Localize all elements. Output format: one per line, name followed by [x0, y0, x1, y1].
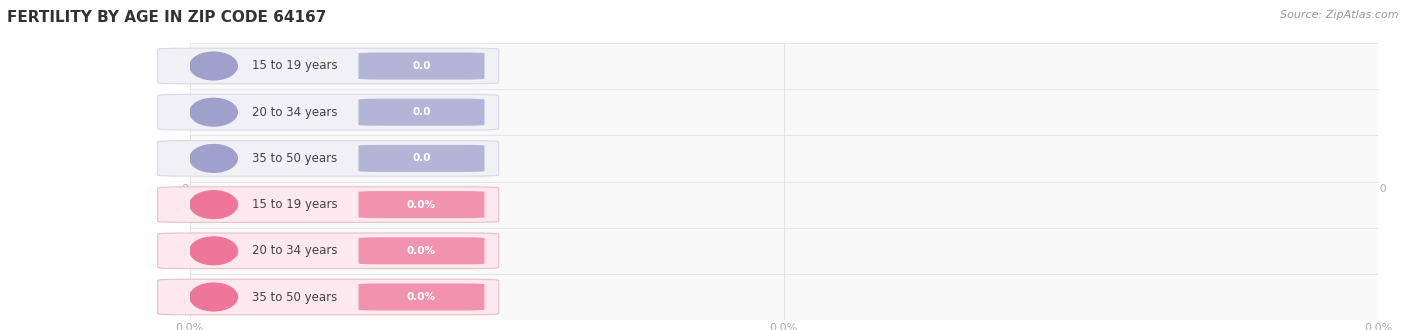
Text: Source: ZipAtlas.com: Source: ZipAtlas.com: [1281, 10, 1399, 20]
FancyBboxPatch shape: [359, 52, 485, 80]
Text: 0.0%: 0.0%: [406, 200, 436, 210]
FancyBboxPatch shape: [157, 48, 499, 84]
Text: 15 to 19 years: 15 to 19 years: [252, 198, 337, 211]
Bar: [190, 43, 1378, 89]
FancyBboxPatch shape: [157, 233, 499, 269]
Text: 0.0: 0.0: [412, 61, 430, 71]
FancyBboxPatch shape: [359, 99, 485, 126]
Ellipse shape: [190, 283, 238, 311]
Text: 0.0: 0.0: [412, 107, 430, 117]
FancyBboxPatch shape: [157, 94, 499, 130]
FancyBboxPatch shape: [359, 145, 485, 172]
Text: 0.0: 0.0: [412, 153, 430, 163]
Ellipse shape: [190, 98, 238, 126]
Bar: [190, 182, 1378, 228]
Text: 15 to 19 years: 15 to 19 years: [252, 59, 337, 73]
Ellipse shape: [190, 52, 238, 80]
Text: FERTILITY BY AGE IN ZIP CODE 64167: FERTILITY BY AGE IN ZIP CODE 64167: [7, 10, 326, 25]
FancyBboxPatch shape: [359, 283, 485, 311]
Bar: [190, 274, 1378, 320]
Bar: [190, 228, 1378, 274]
Ellipse shape: [190, 191, 238, 218]
Text: 0.0%: 0.0%: [406, 246, 436, 256]
Text: 20 to 34 years: 20 to 34 years: [252, 244, 337, 257]
FancyBboxPatch shape: [359, 191, 485, 218]
FancyBboxPatch shape: [359, 237, 485, 264]
Text: 20 to 34 years: 20 to 34 years: [252, 106, 337, 119]
Ellipse shape: [190, 237, 238, 265]
Text: 35 to 50 years: 35 to 50 years: [252, 290, 337, 304]
Bar: [190, 135, 1378, 182]
Text: 0.0%: 0.0%: [406, 292, 436, 302]
Bar: [190, 89, 1378, 135]
FancyBboxPatch shape: [157, 279, 499, 315]
Text: 35 to 50 years: 35 to 50 years: [252, 152, 337, 165]
FancyBboxPatch shape: [157, 141, 499, 176]
FancyBboxPatch shape: [157, 187, 499, 222]
Ellipse shape: [190, 145, 238, 172]
